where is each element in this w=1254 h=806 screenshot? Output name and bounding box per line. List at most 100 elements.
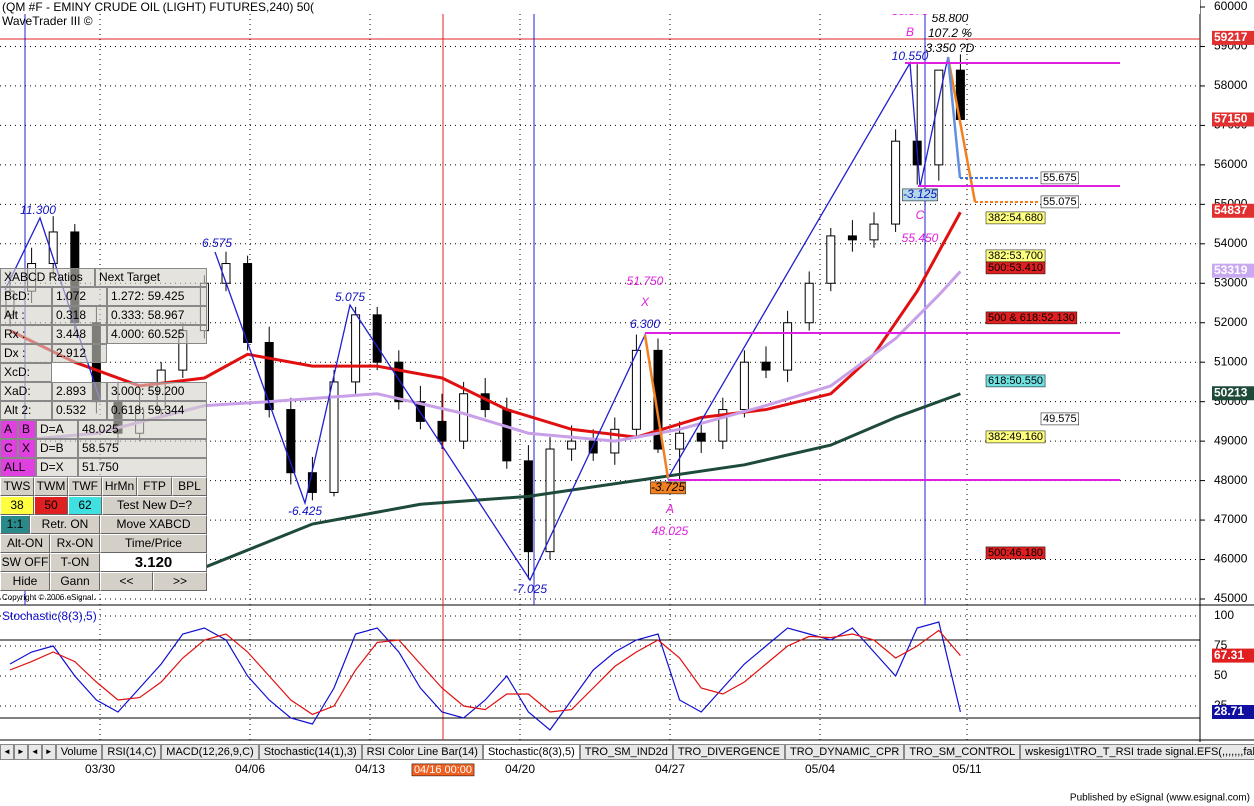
panel-cell: XcD:	[0, 363, 52, 382]
panel-row: BcD: 1.072 1.272: 59.425	[0, 287, 207, 306]
tab[interactable]: RSI(14,C)	[102, 744, 162, 760]
tab[interactable]: TRO_DIVERGENCE	[672, 744, 785, 760]
label-box	[650, 481, 686, 495]
panel-cell: Alt :	[0, 306, 52, 325]
tab[interactable]: MACD(12,26,9,C)	[161, 744, 259, 760]
label: 6.300	[630, 317, 660, 331]
tab[interactable]: TRO_DYNAMIC_CPR	[784, 744, 905, 760]
panel-button[interactable]: Rx-ON	[50, 534, 100, 553]
panel-button[interactable]: TWS	[0, 477, 34, 496]
candle-body	[437, 420, 447, 442]
price-tag-label: 53319	[1214, 263, 1248, 277]
candle-body	[394, 361, 404, 403]
tab[interactable]: Stochastic(14(1),3)	[258, 744, 362, 760]
panel-button[interactable]: 50	[34, 496, 68, 515]
label: -6.425	[288, 504, 322, 518]
scroll-arrow[interactable]: ◄	[0, 744, 14, 760]
panel-button[interactable]: T-ON	[50, 553, 100, 572]
y-tick-label: 53000	[1214, 275, 1248, 289]
label: 500 & 618:52.130	[988, 312, 1075, 324]
panel-button[interactable]: Test New D=?	[102, 496, 207, 515]
panel-button[interactable]: 1:1	[0, 515, 30, 534]
candle-body	[653, 349, 663, 450]
copyright: Copyright © 2006 eSignal.	[2, 593, 96, 602]
value-tag-label: 67.31	[1214, 648, 1244, 662]
label: 5.075	[335, 290, 365, 304]
panel-cell: D=B	[36, 439, 78, 458]
label: -3.725	[651, 480, 685, 494]
tab[interactable]: wskesig1\TRO_T_RSI trade signal.EFS(,,,,…	[1020, 744, 1254, 760]
panel-button[interactable]: 3.120	[100, 553, 207, 572]
panel-cell: 3.000: 59.200	[107, 382, 207, 401]
candle-body	[372, 314, 382, 363]
label: X	[640, 295, 650, 309]
scroll-arrow[interactable]: ◄	[27, 744, 42, 760]
panel-cell: 0.333: 58.967	[107, 306, 207, 325]
label: 49.575	[1043, 413, 1077, 425]
candle-body	[264, 341, 274, 411]
pattern-leg	[946, 56, 962, 179]
tab[interactable]: Volume	[55, 744, 103, 760]
tab[interactable]: Stochastic(8(3),5)	[482, 744, 580, 760]
y-tick-label: 100	[1214, 608, 1234, 622]
label: 04/16 00:00	[414, 764, 472, 776]
panel-button[interactable]: BPL	[172, 477, 207, 496]
label: 500:53.410	[988, 262, 1043, 274]
x-tick-label: 04/13	[355, 762, 385, 776]
label: 618:50.550	[988, 375, 1043, 387]
header-bar	[0, 0, 1200, 14]
panel-cell: XaD:	[0, 382, 52, 401]
panel-button[interactable]: TWF	[68, 477, 102, 496]
panel-button[interactable]: Hide	[0, 572, 50, 591]
candle-body	[631, 349, 641, 430]
panel-button[interactable]: Alt-ON	[0, 534, 50, 553]
scroll-arrow[interactable]: ►	[41, 744, 56, 760]
y-tick-label: 49000	[1214, 433, 1248, 447]
value-tag	[1212, 648, 1254, 663]
panel-cell: B	[18, 420, 36, 439]
panel-button[interactable]: 38	[0, 496, 34, 515]
price-tag	[1212, 112, 1254, 127]
tab[interactable]: TRO_SM_CONTROL	[904, 744, 1021, 760]
panel-button[interactable]: Retr. ON	[30, 515, 100, 534]
candle-body	[351, 314, 361, 383]
candle-body	[761, 361, 771, 371]
panel-button[interactable]: FTP	[137, 477, 172, 496]
panel-button[interactable]: >>	[153, 572, 207, 591]
label-box	[411, 763, 475, 777]
scroll-arrow[interactable]: ►	[13, 744, 28, 760]
label: 55.675	[1043, 172, 1077, 184]
panel-button[interactable]: 62	[68, 496, 102, 515]
tab[interactable]: RSI Color Line Bar(14)	[361, 744, 483, 760]
price-tag-label: 59217	[1214, 30, 1248, 44]
y-tick-label: 58000	[1214, 78, 1248, 92]
price-tag	[1212, 203, 1254, 218]
candle-body	[847, 235, 857, 241]
label: 51.750	[627, 274, 664, 288]
panel-button[interactable]: Move XABCD	[100, 515, 207, 534]
panel-cell: Next Target	[95, 268, 207, 287]
candle-body	[826, 235, 836, 284]
panel-row: XABCD Ratios Next Target	[0, 268, 207, 287]
x-tick-label: 03/30	[85, 762, 115, 776]
panel-button[interactable]: Time/Price	[100, 534, 207, 553]
label: 55.450	[902, 231, 939, 245]
panel-button[interactable]: TWM	[34, 477, 68, 496]
candle-body	[783, 322, 793, 371]
label: 10.550	[892, 49, 929, 63]
label: 48.025	[652, 524, 689, 538]
price-tag	[1212, 30, 1254, 45]
panel-button[interactable]: Gann	[50, 572, 100, 591]
tab[interactable]: TRO_SM_IND2d	[579, 744, 673, 760]
value-tag-label: 28.71	[1214, 704, 1244, 718]
panel-button[interactable]: HrMn	[102, 477, 137, 496]
panel-cell: X	[18, 439, 36, 458]
panel-cell: 51.750	[78, 458, 207, 477]
candle-body	[739, 361, 749, 411]
panel-cell: Alt 2:	[0, 401, 52, 420]
panel-button[interactable]: <<	[100, 572, 153, 591]
x-tick-label: 04/20	[505, 762, 535, 776]
panel-button[interactable]: SW OFF	[0, 553, 50, 572]
label: 382:54.680	[988, 212, 1043, 224]
